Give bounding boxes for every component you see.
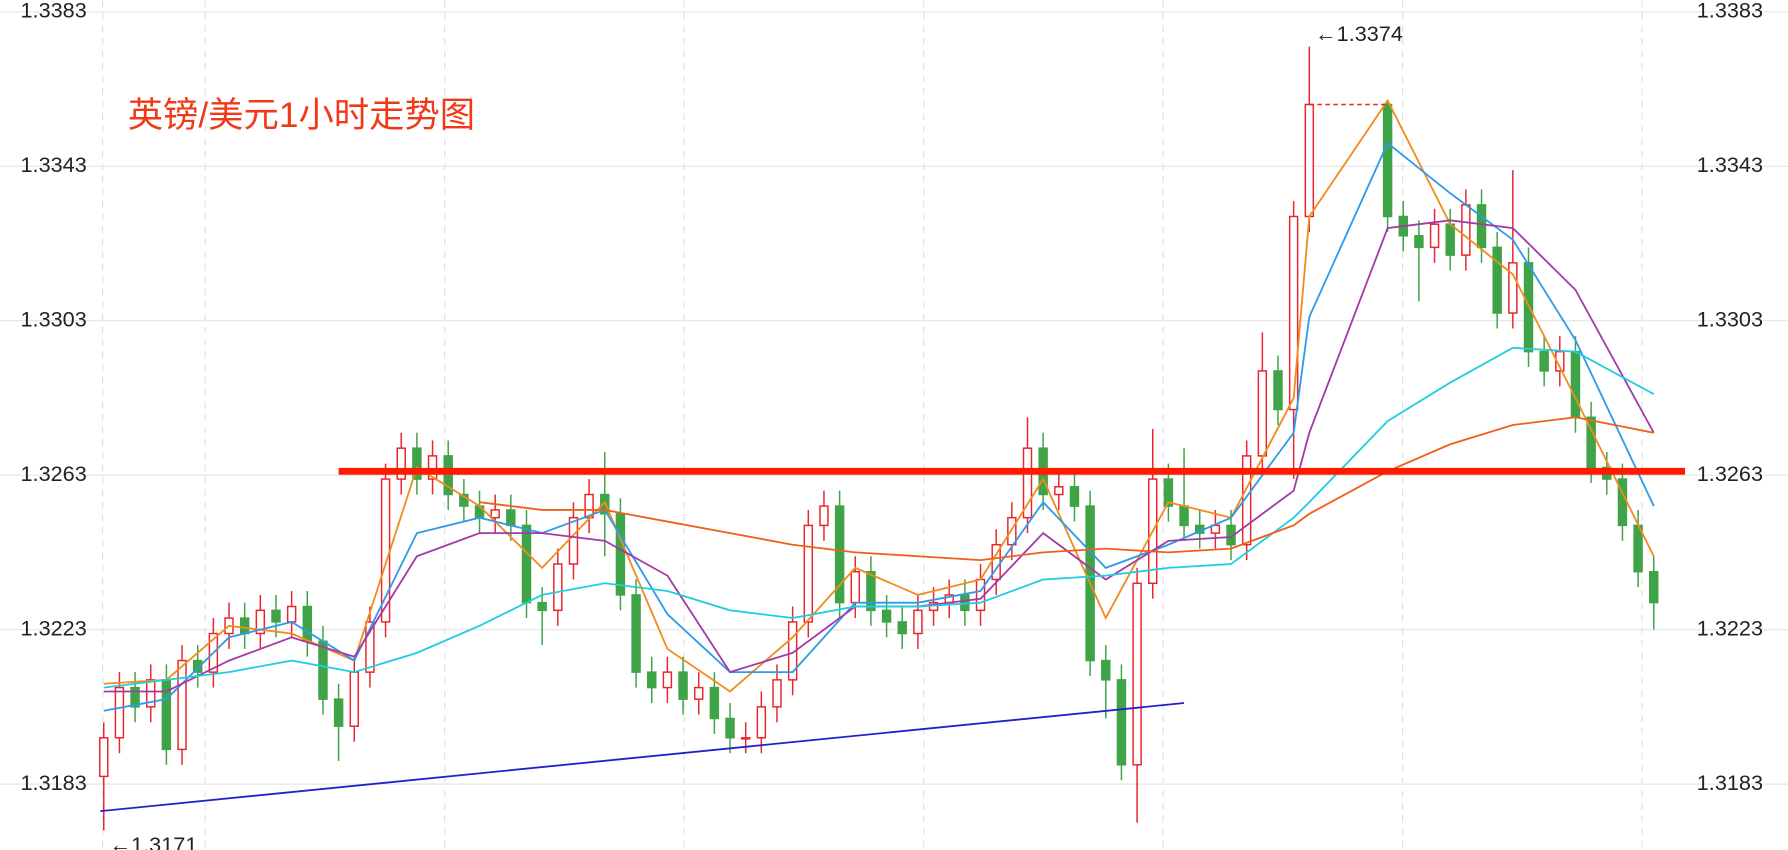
y-tick-label-left: 1.3303 <box>21 306 87 331</box>
candle-body <box>365 621 375 673</box>
candle-body <box>1555 350 1565 372</box>
y-tick-label-left: 1.3343 <box>21 152 87 177</box>
candle-body <box>99 737 109 778</box>
candle-body <box>1649 570 1659 604</box>
candle-body <box>537 601 547 612</box>
candle-body <box>1586 416 1596 469</box>
y-tick-label-right: 1.3263 <box>1697 461 1763 486</box>
candle-body <box>1539 350 1549 372</box>
candle-body <box>1257 370 1268 457</box>
candle-body <box>130 686 140 708</box>
candle-body <box>1054 486 1064 496</box>
candle-body <box>1241 455 1252 546</box>
candle-body <box>459 493 469 507</box>
price-annotation: ←1.3374 <box>1315 21 1403 46</box>
candle-body <box>1476 204 1487 249</box>
y-tick-label-right: 1.3383 <box>1697 0 1763 23</box>
candle-body <box>756 706 767 739</box>
candle-body <box>271 609 281 623</box>
time-separators <box>102 0 1643 850</box>
candle-body <box>506 509 516 527</box>
y-tick-label-right: 1.3343 <box>1697 152 1763 177</box>
candle-body <box>897 621 907 635</box>
candle-body <box>349 671 360 727</box>
candle-body <box>834 505 845 604</box>
candle-body <box>1116 679 1127 766</box>
y-tick-label-right: 1.3183 <box>1697 770 1763 795</box>
candle-body <box>1633 524 1643 573</box>
candle-body <box>1570 350 1581 419</box>
candle-body <box>1288 215 1299 411</box>
candle-body <box>568 516 579 565</box>
candle-body <box>1007 516 1017 546</box>
y-tick-label-left: 1.3183 <box>21 770 87 795</box>
candle-body <box>521 524 532 604</box>
candle-body <box>772 679 782 708</box>
candle-body <box>412 447 422 480</box>
candle-body <box>1445 223 1455 256</box>
candle-body <box>333 698 344 727</box>
candle-body <box>177 659 187 751</box>
candle-body <box>740 737 751 740</box>
candle-body <box>1132 582 1142 766</box>
candle-body <box>662 671 673 689</box>
candle-body <box>1273 370 1283 411</box>
moving-average-line <box>103 141 1655 712</box>
y-tick-label-left: 1.3263 <box>21 461 87 486</box>
y-tick-label-right: 1.3223 <box>1697 615 1763 640</box>
candle-body <box>1304 103 1315 218</box>
candle-body <box>1508 262 1518 314</box>
candle-body <box>192 659 203 673</box>
candle-body <box>631 594 641 673</box>
candle-body <box>1179 505 1189 527</box>
candle-body <box>615 513 626 596</box>
candle-body <box>286 605 297 623</box>
moving-average-line <box>103 98 1655 693</box>
trend-line <box>100 702 1185 813</box>
y-tick-label-right: 1.3303 <box>1697 306 1763 331</box>
candle-body <box>114 686 125 739</box>
candle-body <box>819 505 829 527</box>
candle-body <box>1101 659 1111 681</box>
candle-body <box>255 609 266 635</box>
candle-body <box>1461 204 1471 256</box>
candle-body <box>1414 235 1424 249</box>
candle-body <box>881 609 892 623</box>
candle-body <box>850 570 861 604</box>
candle-body <box>396 447 406 480</box>
candle-body <box>302 605 313 642</box>
y-tick-label-left: 1.3223 <box>21 615 87 640</box>
candle-body <box>1022 447 1033 519</box>
candle-body <box>693 686 704 700</box>
candle-body <box>913 609 923 635</box>
candle-body <box>1382 103 1393 218</box>
candle-body <box>490 509 500 519</box>
candle-body <box>709 686 720 720</box>
candle-body <box>866 570 876 612</box>
candle-body <box>553 563 563 612</box>
moving-average-line <box>479 416 1654 562</box>
candle-body <box>146 679 156 708</box>
y-tick-label-left: 1.3383 <box>21 0 87 23</box>
candle-body <box>647 671 657 689</box>
candle-body <box>443 455 453 496</box>
candle-body <box>678 671 688 700</box>
moving-average-line <box>103 346 1655 689</box>
candle-body <box>239 617 250 635</box>
candle-body <box>803 524 814 623</box>
candle-body <box>725 717 735 739</box>
price-annotation: ←1.3171 <box>109 832 197 850</box>
candle-body <box>1429 223 1440 249</box>
candle-body <box>1163 478 1174 507</box>
candle-body <box>1069 486 1080 507</box>
candle-body <box>427 455 438 480</box>
candle-body <box>1492 246 1502 314</box>
chart-title: 英镑/美元1小时走势图 <box>128 96 475 135</box>
candle-body <box>318 640 328 700</box>
